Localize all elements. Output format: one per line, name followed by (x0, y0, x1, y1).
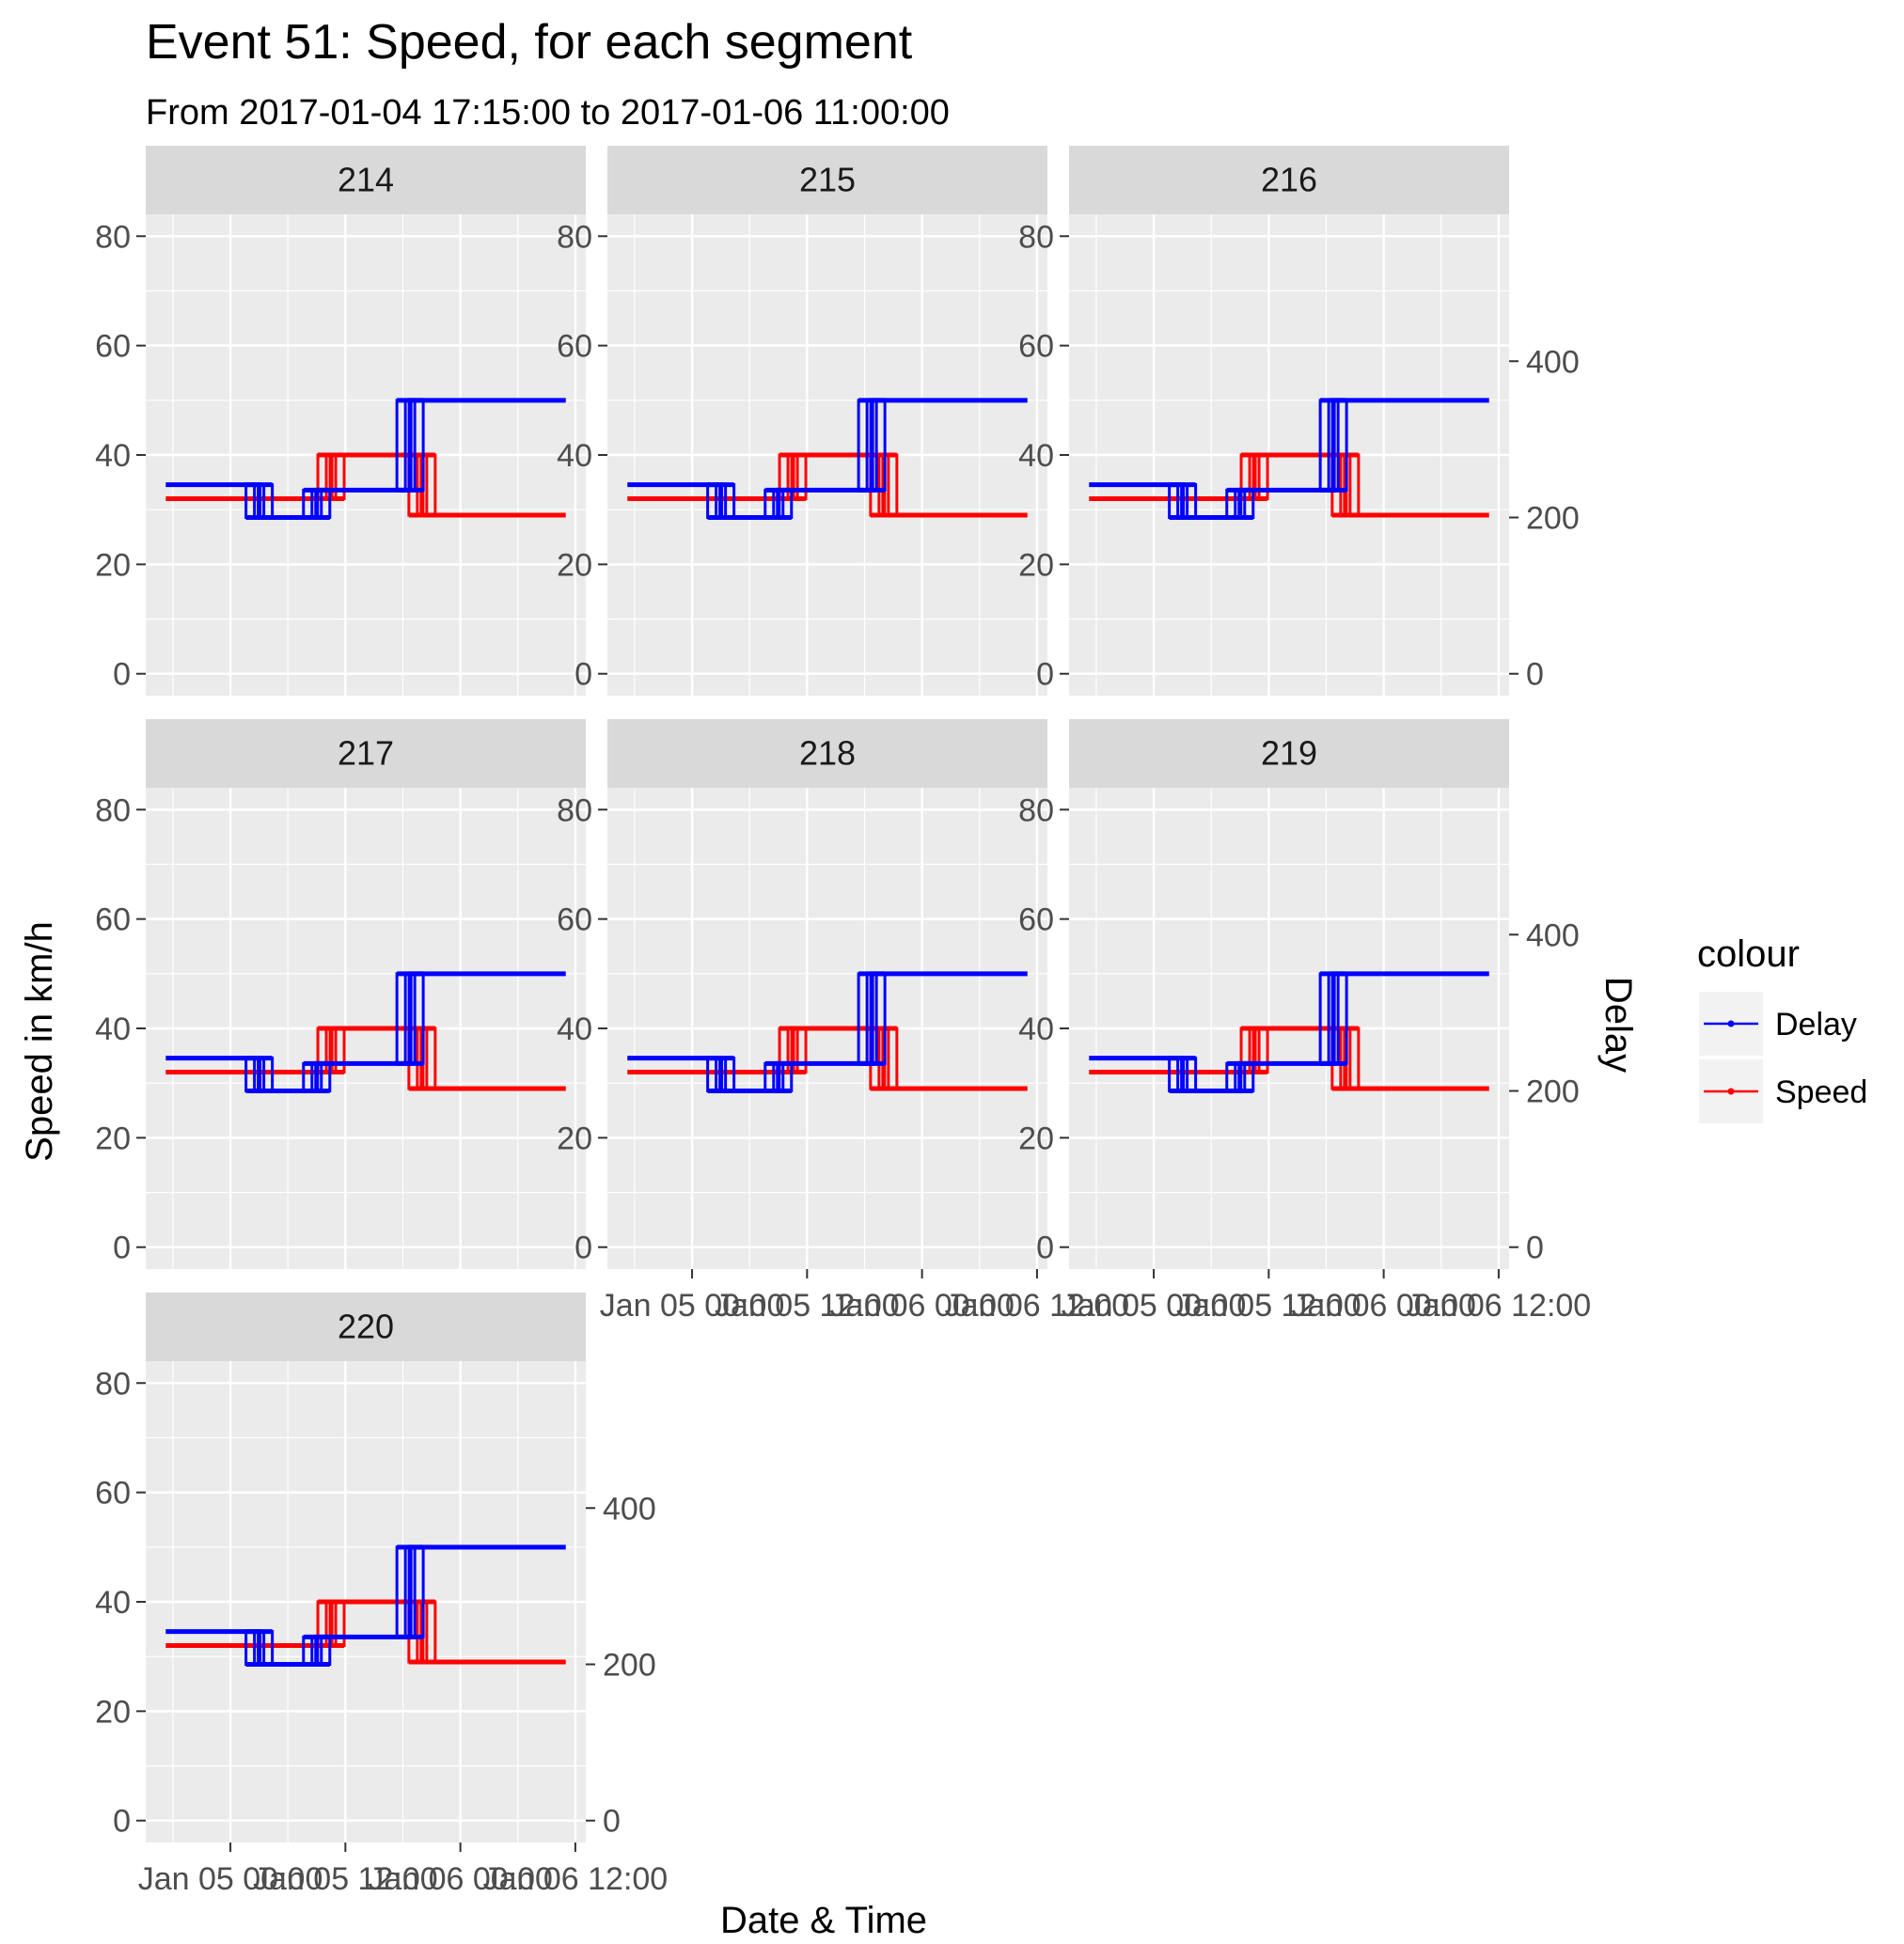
facet-panel-215: 215 0 20 40 60 80 (557, 146, 1047, 696)
y-tick-label: 60 (95, 1476, 131, 1512)
chart-title: Event 51: Speed, for each segment (146, 15, 913, 70)
y-tick-label: 0 (113, 1231, 131, 1266)
x-axis-title: Date & Time (720, 1900, 927, 1941)
legend-key-point (1727, 1020, 1735, 1027)
y-tick-label: 80 (1018, 792, 1054, 828)
y2-tick-label: 0 (1526, 1231, 1544, 1266)
facet-strip (146, 1293, 586, 1361)
y2-tick-label: 0 (1526, 657, 1544, 693)
x-tick-label: Jan 05 12:00 (715, 1288, 900, 1324)
x-tick-label: Jan 05 12:00 (253, 1861, 438, 1897)
y-tick-label: 80 (95, 1366, 131, 1402)
delay-line (1089, 398, 1489, 520)
facet-strip-label: 219 (1261, 734, 1317, 773)
y-tick-label: 20 (557, 1121, 592, 1156)
facet-panel-217: 217 0 20 40 60 80 (95, 719, 586, 1269)
x-tick-label: Jan 06 00:00 (1291, 1288, 1476, 1324)
facet-strip (607, 146, 1047, 214)
x-tick-label: Jan 05 00:00 (1062, 1288, 1247, 1324)
facet-strip-label: 218 (799, 734, 856, 773)
y-tick-label: 40 (95, 1011, 131, 1047)
y-tick-label: 40 (557, 438, 592, 474)
y-tick-label: 60 (1018, 329, 1054, 365)
facet-strip-label: 215 (799, 161, 856, 199)
y-tick-label: 40 (95, 438, 131, 474)
legend-label: Delay (1775, 1007, 1857, 1043)
y-tick-label: 40 (1018, 1011, 1054, 1047)
y-tick-label: 60 (1018, 902, 1054, 938)
y2-tick-label: 400 (1526, 344, 1580, 380)
y-tick-label: 20 (1018, 547, 1054, 583)
legend-key-point (1727, 1088, 1735, 1095)
delay-line (165, 398, 566, 520)
y-tick-label: 80 (95, 792, 131, 828)
legend-title: colour (1697, 933, 1800, 975)
y-tick-label: 80 (1018, 219, 1054, 255)
facet-strip-label: 216 (1261, 161, 1317, 199)
y-tick-label: 20 (557, 547, 592, 583)
y2-tick-label: 400 (603, 1491, 656, 1527)
secondary-y-axis-title: Delay (1597, 977, 1639, 1073)
y-tick-label: 80 (557, 792, 592, 828)
x-tick-label: Jan 05 00:00 (600, 1288, 785, 1324)
y-tick-label: 0 (113, 1804, 131, 1840)
y-tick-label: 80 (95, 219, 131, 255)
y2-tick-label: 200 (603, 1647, 656, 1683)
y-tick-label: 60 (95, 902, 131, 938)
y2-tick-label: 0 (603, 1804, 621, 1840)
delay-line (627, 398, 1028, 520)
delay-line (1089, 971, 1489, 1093)
facet-strip (146, 146, 586, 214)
legend-label: Speed (1775, 1074, 1867, 1110)
y-tick-label: 80 (557, 219, 592, 255)
y-tick-label: 0 (574, 657, 592, 693)
facet-strip (146, 719, 586, 788)
x-tick-label: Jan 06 00:00 (829, 1288, 1015, 1324)
y-tick-label: 0 (574, 1231, 592, 1266)
y-tick-label: 60 (95, 329, 131, 365)
delay-line (165, 971, 566, 1093)
facet-strip-label: 214 (338, 161, 394, 199)
facet-strip (607, 719, 1047, 788)
y-tick-label: 0 (1036, 657, 1054, 693)
facet-panels: 2140204060802150204060802160204060800200… (95, 146, 1591, 1897)
y-tick-label: 0 (113, 657, 131, 693)
y-tick-label: 40 (1018, 438, 1054, 474)
delay-line (627, 971, 1028, 1093)
x-tick-label: Jan 06 00:00 (368, 1861, 553, 1897)
y-tick-label: 60 (557, 902, 592, 938)
facet-panel-214: 214 0 20 40 60 80 (95, 146, 586, 696)
y2-tick-label: 400 (1526, 917, 1580, 953)
facet-strip-label: 217 (338, 734, 394, 773)
y-tick-label: 60 (557, 329, 592, 365)
x-tick-label: Jan 05 00:00 (138, 1861, 323, 1897)
facet-strip (1069, 146, 1509, 214)
facet-strip-label: 220 (338, 1308, 394, 1346)
y-tick-label: 40 (557, 1011, 592, 1047)
facet-panel-216: 216 0 20 40 60 80 0 200 400 (1018, 146, 1580, 696)
x-tick-label: Jan 06 12:00 (483, 1861, 669, 1897)
facet-strip (1069, 719, 1509, 788)
y-tick-label: 20 (1018, 1121, 1054, 1156)
y2-tick-label: 200 (1526, 1074, 1580, 1109)
y2-tick-label: 200 (1526, 500, 1580, 536)
delay-line (165, 1544, 566, 1667)
y-tick-label: 40 (95, 1585, 131, 1621)
y-tick-label: 20 (95, 1121, 131, 1156)
x-tick-label: Jan 05 12:00 (1176, 1288, 1361, 1324)
legend: colour Delay Speed (1697, 933, 1867, 1123)
y-tick-label: 20 (95, 547, 131, 583)
x-tick-label: Jan 06 12:00 (1407, 1288, 1592, 1324)
y-tick-label: 0 (1036, 1231, 1054, 1266)
y-axis-title: Speed in km/h (19, 921, 60, 1162)
chart-subtitle: From 2017-01-04 17:15:00 to 2017-01-06 1… (146, 93, 950, 133)
y-tick-label: 20 (95, 1694, 131, 1730)
x-tick-label: Jan 06 12:00 (945, 1288, 1130, 1324)
